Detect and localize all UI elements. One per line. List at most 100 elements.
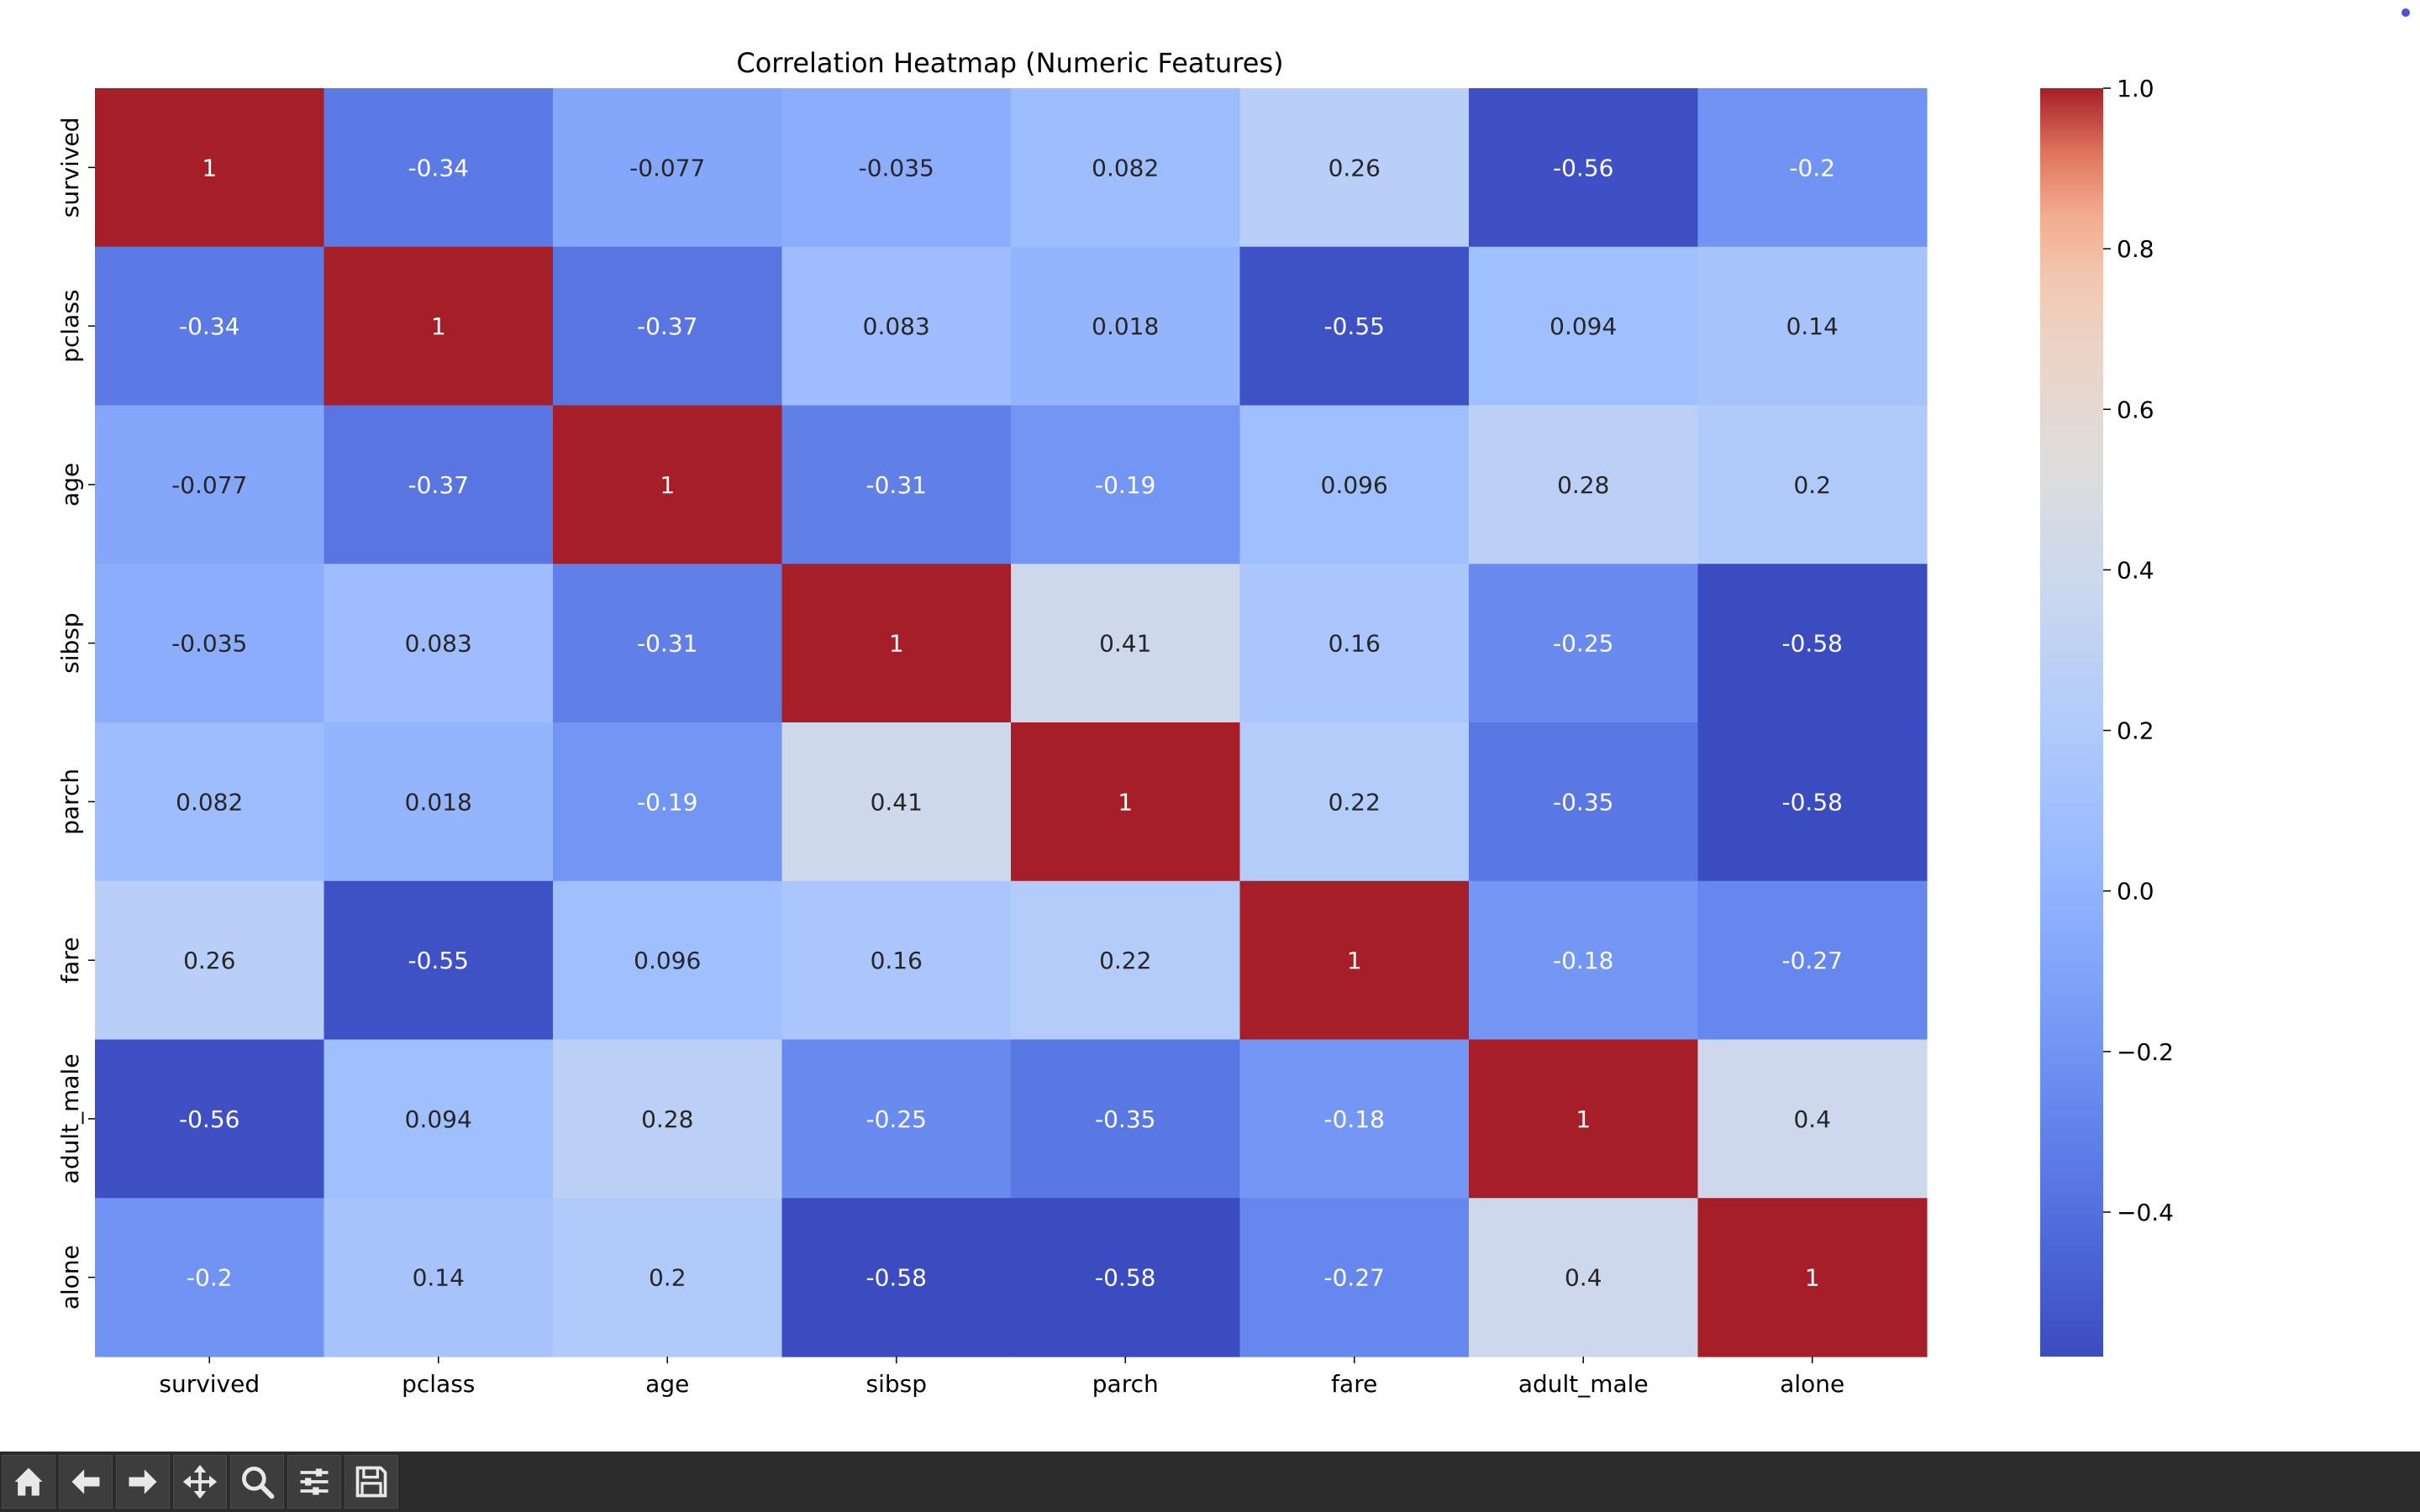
- cell-annotation: -0.077: [629, 154, 705, 181]
- cell-annotation: 0.28: [641, 1105, 693, 1133]
- cell-annotation: -0.31: [866, 471, 927, 499]
- forward-button[interactable]: [116, 1455, 170, 1509]
- colorbar-tick-label: 0.2: [2117, 717, 2154, 745]
- cell-annotation: -0.34: [408, 154, 469, 181]
- cell-annotation: 1: [202, 154, 217, 181]
- heatmap-cell: [1469, 246, 1699, 407]
- x-tick-label: alone: [1780, 1370, 1844, 1398]
- colorbar-tick-label: 1.0: [2117, 75, 2154, 102]
- cell-annotation: -0.58: [1095, 1264, 1155, 1292]
- heatmap-cell: [324, 405, 554, 564]
- heatmap-cell: [1697, 880, 1928, 1041]
- heatmap-cell: [1239, 722, 1470, 882]
- cell-annotation: -0.18: [1553, 947, 1613, 974]
- heatmap-cell: [1239, 1198, 1470, 1357]
- y-tick-label: survived: [56, 117, 84, 218]
- heatmap-cell: [1239, 1039, 1470, 1199]
- x-tick-label: fare: [1331, 1370, 1377, 1398]
- configure-subplots-button[interactable]: [287, 1455, 341, 1509]
- heatmap-cell: [1469, 88, 1699, 248]
- heatmap-cell: [1697, 564, 1928, 723]
- heatmap-cell: [553, 88, 783, 248]
- cell-annotation: 0.4: [1793, 1105, 1831, 1133]
- heatmap-cell: [1011, 88, 1241, 248]
- floppy-disk-icon: [355, 1466, 387, 1498]
- heatmap-cell: [553, 405, 783, 564]
- cell-annotation: -0.37: [408, 471, 469, 499]
- cell-annotation: 0.082: [176, 788, 243, 816]
- heatmap-cell: [781, 564, 1012, 723]
- colorbar-gradient: [2040, 88, 2103, 1357]
- cell-annotation: -0.35: [1553, 788, 1613, 816]
- heatmap-annotations: 1 -0.34 -0.077 -0.035 0.082 0.26 -0.56 -0.2 -0.3…: [171, 154, 1843, 1291]
- cell-annotation: -0.27: [1324, 1264, 1385, 1292]
- cell-annotation: -0.55: [408, 947, 469, 974]
- heatmap-cell: [1239, 88, 1470, 248]
- cell-annotation: -0.19: [637, 788, 697, 816]
- heatmap-cell: [1469, 880, 1699, 1041]
- heatmap-cell: [95, 88, 325, 248]
- x-tick-label: pclass: [402, 1370, 475, 1398]
- heatmap-cell: [1011, 1039, 1241, 1199]
- zoom-button[interactable]: [230, 1455, 284, 1509]
- home-icon: [14, 1467, 43, 1496]
- heatmap-cell: [1469, 564, 1699, 723]
- cell-annotation: 1: [1805, 1264, 1820, 1292]
- save-button[interactable]: [345, 1455, 398, 1509]
- cell-annotation: -0.58: [866, 1264, 927, 1292]
- arrow-left-icon: [71, 1469, 100, 1494]
- cell-annotation: -0.035: [171, 630, 247, 658]
- back-button[interactable]: [59, 1455, 113, 1509]
- heatmap-cell: [1239, 246, 1470, 407]
- cell-annotation: -0.37: [637, 312, 697, 340]
- heatmap-cell: [1011, 405, 1241, 564]
- heatmap-cell: [1011, 722, 1241, 882]
- heatmap-cell: [324, 246, 554, 407]
- cell-annotation: 1: [1347, 947, 1362, 974]
- heatmap-cell: [95, 1039, 325, 1199]
- heatmap-cell: [1239, 880, 1470, 1041]
- arrow-right-icon: [129, 1469, 157, 1494]
- heatmap-cell: [553, 880, 783, 1041]
- heatmap-cell: [1697, 722, 1928, 882]
- cell-annotation: 0.14: [1786, 312, 1839, 340]
- cell-annotation: -0.19: [1095, 471, 1155, 499]
- colorbar-tick-label: 0.4: [2117, 556, 2154, 584]
- colorbar-tick-label: 0.6: [2117, 396, 2154, 423]
- heatmap-cell: [324, 880, 554, 1041]
- cell-annotation: 0.083: [405, 630, 472, 658]
- cell-annotation: 0.26: [183, 947, 235, 974]
- heatmap-cell: [553, 1198, 783, 1357]
- cell-annotation: 0.2: [1793, 471, 1831, 499]
- cell-annotation: 0.2: [649, 1264, 687, 1292]
- cell-annotation: 0.4: [1565, 1264, 1602, 1292]
- heatmap-cell: [1697, 405, 1928, 564]
- home-button[interactable]: [2, 1455, 55, 1509]
- figure-canvas: Correlation Heatmap (Numeric Features) 1…: [56, 47, 2174, 1398]
- heatmap-cell: [781, 1039, 1012, 1199]
- cell-annotation: 0.22: [1099, 947, 1151, 974]
- pan-button[interactable]: [173, 1455, 227, 1509]
- cell-annotation: -0.25: [866, 1105, 927, 1133]
- move-icon: [182, 1464, 218, 1499]
- cell-annotation: 0.083: [863, 312, 930, 340]
- y-tick-label: sibsp: [56, 612, 84, 674]
- cell-annotation: -0.35: [1095, 1105, 1155, 1133]
- y-tick-label: fare: [56, 937, 84, 984]
- sliders-icon: [300, 1468, 329, 1495]
- heatmap-cell: [553, 564, 783, 723]
- cell-annotation: -0.27: [1782, 947, 1843, 974]
- cell-annotation: 0.41: [871, 788, 923, 816]
- heatmap-cell: [1469, 1039, 1699, 1199]
- cell-annotation: 0.094: [405, 1105, 472, 1133]
- x-tick-label: survived: [159, 1370, 260, 1398]
- cell-annotation: 0.094: [1549, 312, 1617, 340]
- heatmap-cell: [1697, 1198, 1928, 1357]
- cell-annotation: -0.077: [171, 471, 247, 499]
- heatmap-cell: [324, 564, 554, 723]
- x-tick-label: age: [645, 1370, 689, 1398]
- cell-annotation: -0.58: [1782, 788, 1843, 816]
- toolbar: [0, 1452, 2420, 1512]
- heatmap-cell: [95, 405, 325, 564]
- cell-annotation: 0.018: [1092, 312, 1159, 340]
